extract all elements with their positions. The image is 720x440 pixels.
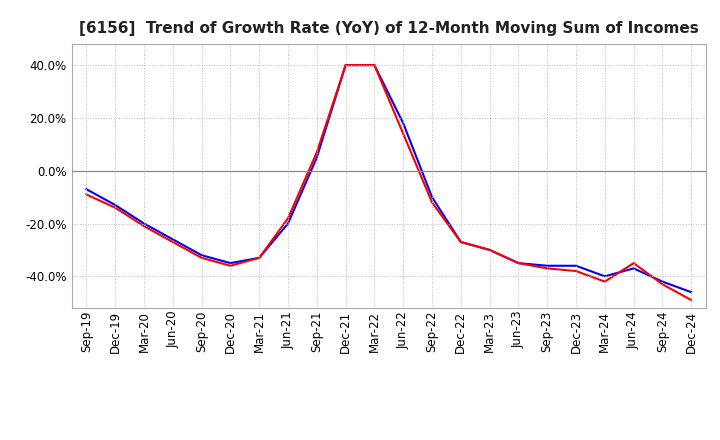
Ordinary Income Growth Rate	[284, 221, 292, 226]
Net Income Growth Rate	[284, 216, 292, 221]
Line: Ordinary Income Growth Rate: Ordinary Income Growth Rate	[86, 65, 691, 292]
Net Income Growth Rate	[658, 282, 667, 287]
Net Income Growth Rate	[111, 205, 120, 210]
Ordinary Income Growth Rate	[629, 266, 638, 271]
Ordinary Income Growth Rate	[600, 274, 609, 279]
Net Income Growth Rate	[543, 266, 552, 271]
Ordinary Income Growth Rate	[197, 253, 206, 258]
Ordinary Income Growth Rate	[658, 279, 667, 284]
Net Income Growth Rate	[140, 224, 148, 229]
Ordinary Income Growth Rate	[226, 260, 235, 266]
Ordinary Income Growth Rate	[370, 62, 379, 68]
Ordinary Income Growth Rate	[687, 290, 696, 295]
Ordinary Income Growth Rate	[485, 247, 494, 253]
Net Income Growth Rate	[226, 263, 235, 268]
Ordinary Income Growth Rate	[140, 221, 148, 226]
Line: Net Income Growth Rate: Net Income Growth Rate	[86, 65, 691, 300]
Ordinary Income Growth Rate	[514, 260, 523, 266]
Net Income Growth Rate	[370, 62, 379, 68]
Net Income Growth Rate	[197, 255, 206, 260]
Net Income Growth Rate	[312, 150, 321, 155]
Ordinary Income Growth Rate	[543, 263, 552, 268]
Ordinary Income Growth Rate	[111, 202, 120, 208]
Net Income Growth Rate	[82, 192, 91, 197]
Ordinary Income Growth Rate	[312, 155, 321, 160]
Ordinary Income Growth Rate	[456, 239, 465, 245]
Title: [6156]  Trend of Growth Rate (YoY) of 12-Month Moving Sum of Incomes: [6156] Trend of Growth Rate (YoY) of 12-…	[79, 21, 698, 36]
Net Income Growth Rate	[255, 255, 264, 260]
Ordinary Income Growth Rate	[572, 263, 580, 268]
Ordinary Income Growth Rate	[82, 187, 91, 192]
Net Income Growth Rate	[514, 260, 523, 266]
Net Income Growth Rate	[629, 260, 638, 266]
Net Income Growth Rate	[485, 247, 494, 253]
Net Income Growth Rate	[572, 268, 580, 274]
Ordinary Income Growth Rate	[428, 194, 436, 200]
Net Income Growth Rate	[600, 279, 609, 284]
Net Income Growth Rate	[687, 297, 696, 303]
Net Income Growth Rate	[168, 239, 177, 245]
Ordinary Income Growth Rate	[341, 62, 350, 68]
Ordinary Income Growth Rate	[399, 121, 408, 126]
Ordinary Income Growth Rate	[255, 255, 264, 260]
Net Income Growth Rate	[456, 239, 465, 245]
Net Income Growth Rate	[428, 200, 436, 205]
Net Income Growth Rate	[399, 131, 408, 136]
Ordinary Income Growth Rate	[168, 237, 177, 242]
Net Income Growth Rate	[341, 62, 350, 68]
